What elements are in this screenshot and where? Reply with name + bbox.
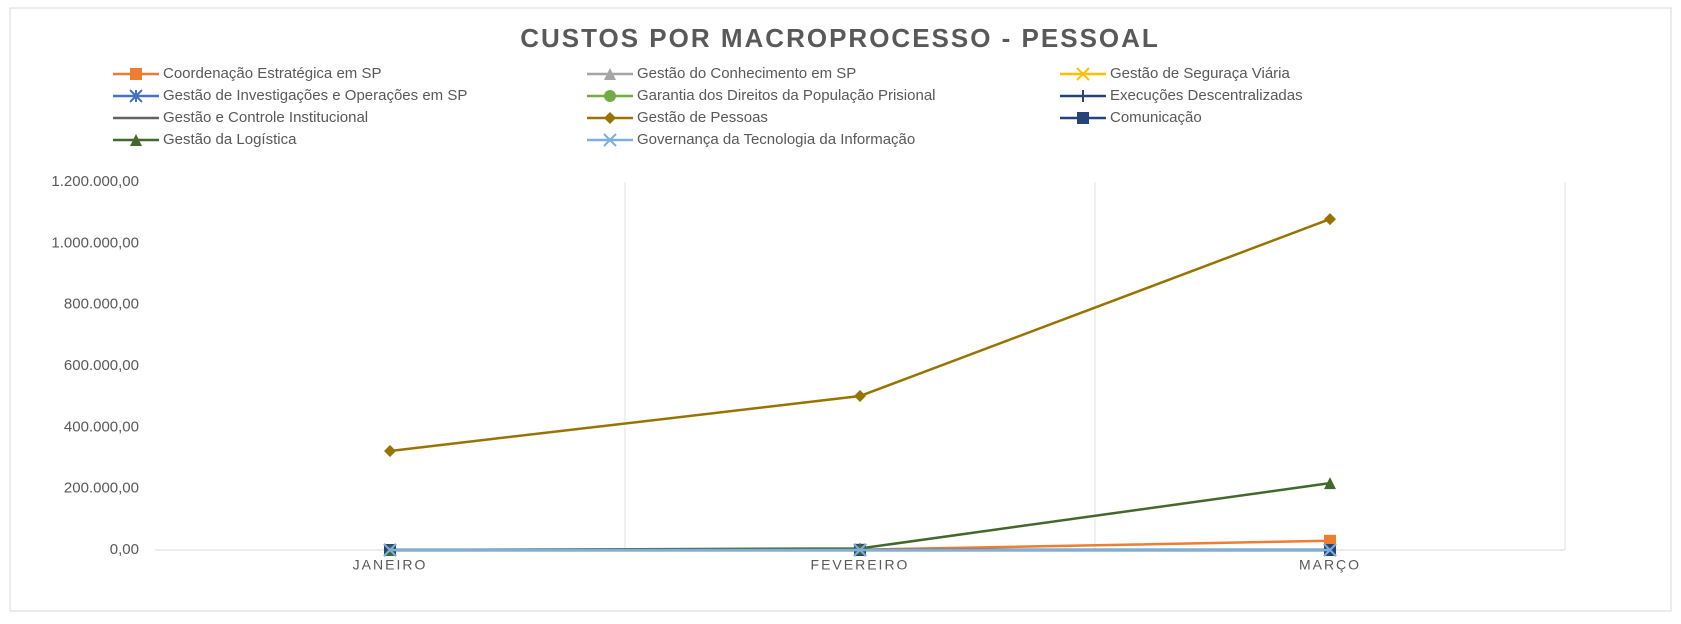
- y-tick-label: 200.000,00: [64, 480, 139, 497]
- legend-label: Garantia dos Direitos da População Prisi…: [637, 87, 936, 104]
- legend-label: Gestão e Controle Institucional: [163, 109, 368, 126]
- marker: [1323, 543, 1337, 557]
- marker: [383, 543, 397, 557]
- legend-label: Comunicação: [1110, 109, 1202, 126]
- legend-label: Execuções Descentralizadas: [1110, 87, 1303, 104]
- marker: [130, 68, 142, 80]
- marker: [384, 444, 396, 457]
- marker: [1324, 213, 1336, 226]
- legend-item: Gestão de Seguraça Viária: [1060, 65, 1290, 82]
- marker: [1324, 534, 1336, 547]
- legend-label: Coordenação Estratégica em SP: [163, 65, 381, 82]
- legend-item: Comunicação: [1060, 109, 1202, 126]
- legend-label: Gestão de Investigações e Operações em S…: [163, 87, 467, 104]
- legend-item: Gestão da Logística: [113, 131, 297, 148]
- legend-label: Gestão do Conhecimento em SP: [637, 65, 856, 82]
- marker: [1077, 90, 1089, 102]
- x-tick-label: FEVEREIRO: [811, 557, 910, 573]
- marker: [603, 133, 617, 147]
- marker: [604, 112, 616, 124]
- y-tick-label: 1.000.000,00: [51, 234, 139, 251]
- legend-label: Gestão de Pessoas: [637, 109, 768, 126]
- legend-item: Coordenação Estratégica em SP: [113, 65, 381, 82]
- marker: [1324, 477, 1336, 490]
- y-tick-label: 600.000,00: [64, 357, 139, 374]
- marker: [854, 542, 866, 555]
- legend-item: Gestão do Conhecimento em SP: [587, 65, 856, 82]
- legend-item: Garantia dos Direitos da População Prisi…: [587, 87, 936, 104]
- y-tick-label: 0,00: [110, 541, 139, 558]
- x-tick-label: JANEIRO: [353, 557, 428, 573]
- marker: [604, 68, 616, 80]
- chart-border: [9, 7, 1672, 612]
- marker: [853, 543, 867, 557]
- legend-label: Gestão de Seguraça Viária: [1110, 65, 1290, 82]
- marker: [1077, 112, 1089, 124]
- legend-label: Gestão da Logística: [163, 131, 297, 148]
- legend-item: Governança da Tecnologia da Informação: [587, 131, 915, 148]
- legend-item: Gestão e Controle Institucional: [113, 109, 368, 126]
- chart-title: CUSTOS POR MACROPROCESSO - PESSOAL: [520, 23, 1160, 53]
- marker: [130, 134, 142, 146]
- marker: [854, 390, 866, 403]
- x-tick-label: MARÇO: [1299, 557, 1361, 573]
- legend-item: Execuções Descentralizadas: [1060, 87, 1303, 104]
- legend-label: Governança da Tecnologia da Informação: [637, 131, 915, 148]
- legend-item: Gestão de Pessoas: [587, 109, 768, 126]
- y-tick-label: 1.200.000,00: [51, 173, 139, 190]
- marker: [604, 90, 616, 102]
- marker: [1076, 67, 1090, 81]
- y-tick-label: 800.000,00: [64, 296, 139, 313]
- legend-item: Gestão de Investigações e Operações em S…: [113, 87, 467, 104]
- y-tick-label: 400.000,00: [64, 418, 139, 435]
- marker: [129, 89, 143, 103]
